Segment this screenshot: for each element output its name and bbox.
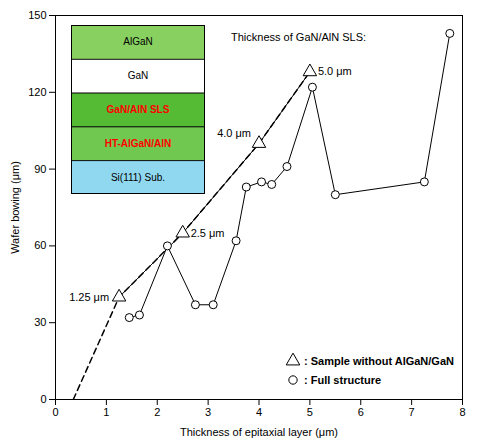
svg-text:1.25 μm: 1.25 μm [69,291,109,303]
svg-text:6: 6 [358,406,364,418]
svg-text:90: 90 [34,163,46,175]
html-text:: Sample without AlGaN/GaN: : Sample without AlGaN/GaN [304,355,454,367]
svg-text:1: 1 [103,406,109,418]
svg-text:Thickness of epitaxial layer (: Thickness of epitaxial layer (μm) [180,426,338,438]
html-text:: Full structure: : Full structure [304,374,382,386]
svg-text:2: 2 [154,406,160,418]
svg-text:Thickness of GaN/AlN SLS:: Thickness of GaN/AlN SLS: [231,31,366,43]
svg-text:0: 0 [40,393,46,405]
svg-text:120: 120 [28,86,46,98]
svg-text:4: 4 [256,406,262,418]
svg-text:AlGaN: AlGaN [124,36,153,47]
svg-text:8: 8 [459,406,465,418]
svg-text:150: 150 [28,9,46,21]
svg-text:0: 0 [52,406,58,418]
svg-text:HT-AlGaN/AlN: HT-AlGaN/AlN [105,137,172,148]
svg-text:60: 60 [34,239,46,251]
svg-text:GaN: GaN [128,70,149,81]
svg-text:5.0 μm: 5.0 μm [318,65,352,77]
svg-text:GaN/AlN SLS: GaN/AlN SLS [107,104,170,115]
svg-text:4.0 μm: 4.0 μm [217,127,251,139]
svg-text:3: 3 [205,406,211,418]
svg-text:2.5 μm: 2.5 μm [191,227,225,239]
svg-text:7: 7 [409,406,415,418]
svg-text:Si(111) Sub.: Si(111) Sub. [111,171,165,182]
svg-text:Wafer bowing (μm): Wafer bowing (μm) [9,161,21,254]
svg-text:5: 5 [307,406,313,418]
svg-text:30: 30 [34,316,46,328]
